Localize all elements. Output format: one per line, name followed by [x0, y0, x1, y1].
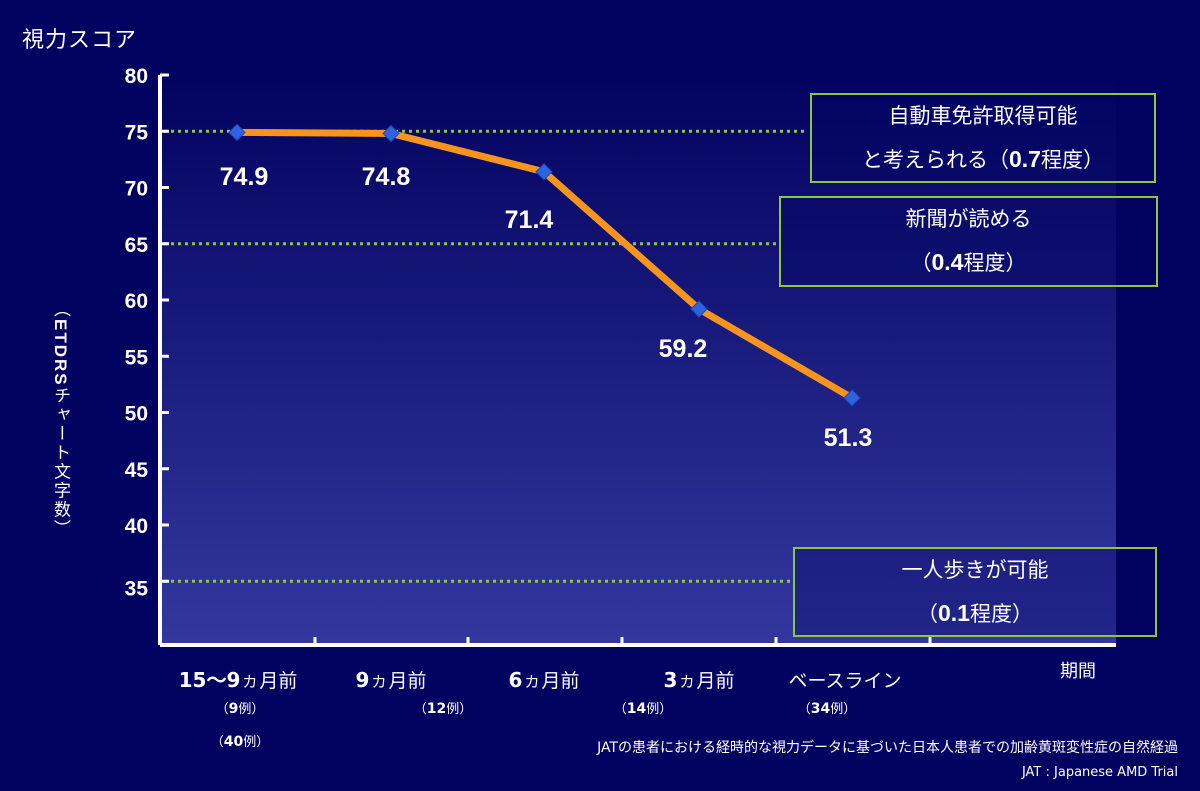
x-category-count: （34例） [798, 701, 857, 717]
x-category-ka: カ [524, 673, 539, 691]
data-label-1: 74.8 [362, 163, 411, 191]
x-title: 期間 [1060, 661, 1096, 682]
callout-driving-line2: と考えられる（0.7程度） [862, 146, 1104, 172]
callout-walking-line2: （0.1程度） [917, 600, 1033, 626]
count-paren-open: （ [614, 702, 627, 717]
count-num: 12 [427, 701, 446, 717]
count-paren-open: （ [798, 702, 811, 717]
series-markers [228, 123, 861, 407]
x-category-count-2: （40例） [211, 734, 270, 750]
footnote-abbreviation: JAT : Japanese AMD Trial [1021, 765, 1178, 780]
count-suffix: 例） [238, 702, 264, 717]
count-suffix: 例） [243, 735, 269, 750]
y-tick-label-40: 40 [125, 515, 148, 538]
count-paren-open: （ [216, 702, 229, 717]
x-category-count: （14例） [614, 701, 673, 717]
callout-walking-line1: 一人歩きが可能 [901, 558, 1049, 582]
data-label-0: 74.9 [220, 163, 269, 191]
y-tick-label-50: 50 [125, 403, 148, 426]
x-category-num: 6 [509, 668, 523, 692]
x-category-num: 3 [664, 668, 678, 692]
y-title: 視力スコア [22, 28, 138, 53]
count-paren-open: （ [414, 702, 427, 717]
x-category-suffix: ベースライン [788, 670, 901, 692]
x-category-count: （9例） [216, 701, 265, 717]
y-tick-label-70: 70 [125, 178, 148, 201]
callout-driving-license: 自動車免許取得可能 と考えられる（0.7程度） [810, 93, 1156, 183]
y-tick-label-75: 75 [125, 121, 149, 144]
data-label-4: 51.3 [824, 424, 873, 452]
y-tick-label-65: 65 [125, 234, 149, 257]
count-suffix: 例） [830, 702, 856, 717]
y-axis-label-text: チャート文字数 [50, 386, 70, 520]
y-tick-label-35: 35 [125, 577, 149, 600]
y-tick-labels: 80 75 70 65 60 55 50 45 40 35 [125, 65, 149, 600]
x-category-label: 15〜9 カ月前 [179, 668, 298, 692]
plot-area [160, 75, 1116, 645]
x-category-suffix: 月前 [696, 670, 734, 692]
callout-walking: 一人歩きが可能 （0.1程度） [793, 547, 1157, 637]
y-tick-label-80: 80 [125, 65, 148, 88]
x-category-ka: カ [371, 673, 386, 691]
x-category-ka: カ [679, 673, 694, 691]
x-category-suffix: 月前 [259, 670, 297, 692]
data-point-marker-1 [382, 124, 400, 143]
y-tick-label-60: 60 [125, 290, 148, 313]
count-num: 9 [229, 701, 239, 717]
axes [158, 73, 1116, 647]
x-category-num: 15〜9 [179, 668, 241, 692]
y-axis-label-num: ETDRS [51, 319, 70, 387]
x-category-labels: 15〜9 カ月前（9例）（40例）9 カ月前（12例）6 カ月前（14例）3 カ月前 ベー… [179, 668, 902, 750]
x-category-suffix: 月前 [388, 670, 426, 692]
callout-driving-line1: 自動車免許取得可能 [888, 104, 1078, 128]
count-paren-open: （ [211, 735, 224, 750]
data-point-marker-2 [535, 163, 553, 181]
callout-newspaper-line1: 新聞が読める [905, 207, 1032, 231]
data-labels: 74.9 74.8 71.4 59.2 51.3 [220, 163, 873, 452]
x-category-label: ベースライン [788, 670, 901, 692]
x-category-suffix: 月前 [541, 670, 579, 692]
count-suffix: 例） [446, 702, 472, 717]
data-label-2: 71.4 [505, 206, 554, 234]
y-tick-label-45: 45 [125, 459, 149, 482]
count-num: 34 [811, 701, 831, 717]
count-num: 40 [224, 734, 244, 750]
count-suffix: 例） [646, 702, 672, 717]
footnote: JATの患者における経時的な視力データに基づいた日本人患者での加齢黄斑変性症の自… [597, 740, 1178, 756]
x-category-num: 9 [356, 668, 370, 692]
count-num: 14 [627, 701, 647, 717]
x-category-count: （12例） [414, 701, 473, 717]
callout-newspaper-line2: （0.4程度） [910, 249, 1027, 275]
x-category-label: 6 カ月前 [509, 668, 580, 692]
x-category-label: 9 カ月前 [356, 668, 427, 692]
data-point-marker-4 [843, 389, 861, 407]
y-tick-label-55: 55 [125, 346, 149, 369]
data-point-marker-0 [228, 123, 246, 142]
callout-newspaper: 新聞が読める （0.4程度） [779, 196, 1158, 287]
data-label-3: 59.2 [659, 335, 708, 363]
x-category-label: 3 カ月前 [664, 668, 735, 692]
y-axis-label: （ETDRSチャート文字数） [50, 300, 70, 539]
data-point-marker-3 [690, 300, 708, 318]
x-category-ka: カ [242, 673, 257, 691]
